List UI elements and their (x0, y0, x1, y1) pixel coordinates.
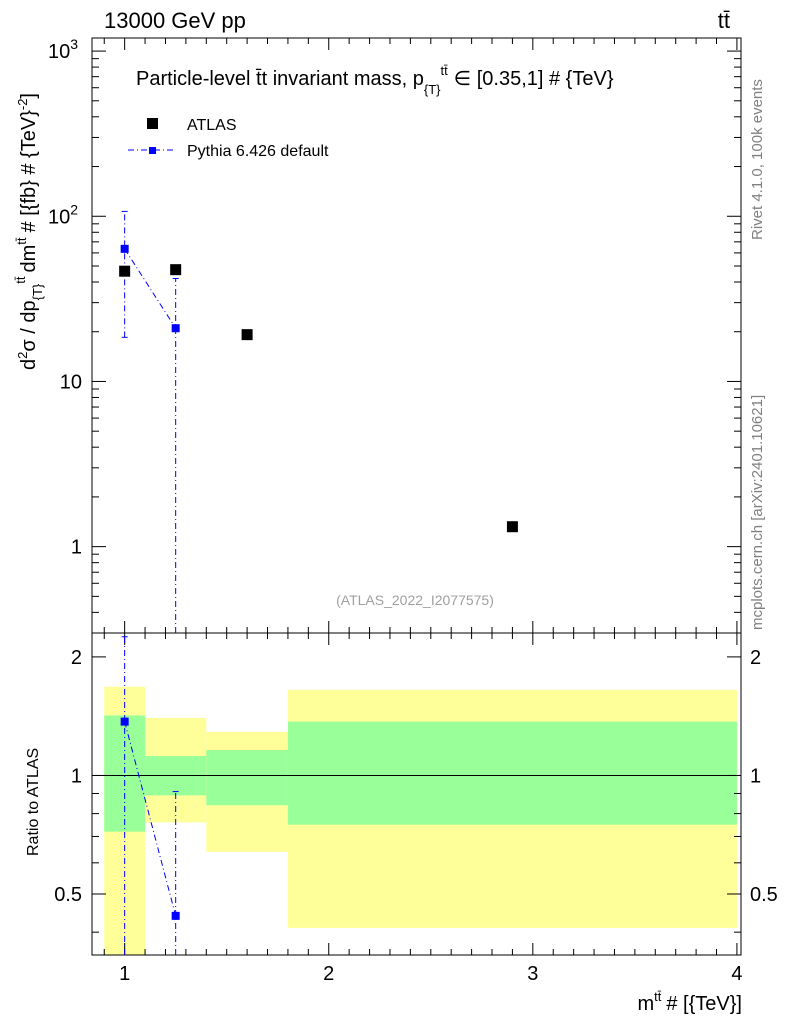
plot-title-sub: {T} (424, 82, 441, 97)
pythia-point (171, 324, 180, 333)
bottom-panel-frame (91, 632, 742, 956)
y-tick-label-top: 1 (71, 537, 82, 559)
plot-title-sup: tt̄ (441, 63, 449, 78)
atlas-point (170, 264, 182, 276)
header-left: 13000 GeV pp (104, 8, 246, 33)
ratio-bands (104, 686, 737, 955)
y-tick-label-bottom-left: 0.5 (54, 884, 82, 906)
plot-title-main: Particle-level t̄t invariant mass, p (136, 68, 424, 90)
plot-title: Particle-level t̄t invariant mass, p{T}t… (136, 63, 614, 97)
legend-label-pythia: Pythia 6.426 default (187, 143, 329, 160)
analysis-id: (ATLAS_2022_I2077575) (336, 592, 494, 608)
x-tick-label: 4 (731, 963, 742, 985)
y-tick-label-top: 10 (60, 371, 82, 393)
data-marks (119, 210, 518, 955)
y-tick-label-bottom-right: 0.5 (750, 884, 778, 906)
x-tick-label: 1 (119, 963, 130, 985)
green-band-3 (287, 721, 737, 825)
pythia-ratio-line (124, 721, 177, 916)
y-tick-label-bottom-right: 1 (750, 765, 761, 787)
atlas-point (119, 265, 131, 277)
atlas-point (506, 521, 518, 533)
atlas-point (241, 329, 253, 341)
green-band-2 (206, 750, 288, 806)
y-tick-label-top: 103 (48, 36, 78, 63)
y-axis-label-bottom: Ratio to ATLAS (25, 748, 42, 856)
x-tick-label: 2 (323, 963, 334, 985)
legend-label-atlas: ATLAS (187, 117, 237, 134)
axes: 1 2 3 4 1 10 102 103 0.5 0.5 1 1 2 2 (48, 36, 778, 985)
plot-title-tail: ∈ [0.35,1] # {TeV} (454, 68, 614, 90)
x-tick-label: 3 (527, 963, 538, 985)
pythia-point (120, 244, 129, 253)
y-tick-label-bottom-left: 1 (71, 765, 82, 787)
side-label-mcplots: mcplots.cern.ch [arXiv:2401.10621] (749, 395, 766, 630)
side-label-rivet: Rivet 4.1.0, 100k events (749, 79, 766, 240)
legend-marker-atlas (147, 118, 158, 129)
x-axis-label: mtt̄ # [{TeV}] (637, 989, 742, 1015)
legend-marker-pythia (149, 147, 156, 154)
header-right: tt̄ (718, 8, 730, 33)
y-tick-label-top: 102 (48, 201, 78, 228)
pythia-ratio-point (171, 911, 180, 920)
y-tick-label-bottom-left: 2 (71, 647, 82, 669)
y-tick-label-bottom-right: 2 (750, 647, 761, 669)
pythia-ratio-point (120, 717, 129, 726)
pythia-line (124, 248, 177, 329)
y-axis-label-top: d2σ / dp{T}tt̄dmtt̄# [{fb} # {TeV}-2] (13, 93, 45, 370)
